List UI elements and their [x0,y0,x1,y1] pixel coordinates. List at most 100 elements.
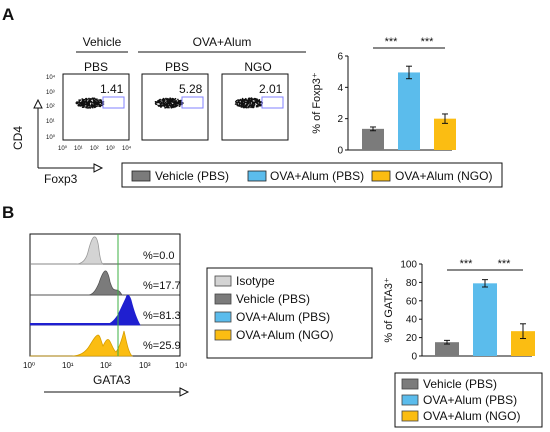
bar [473,283,497,356]
flow-dot [248,103,251,105]
flow-dot [238,103,241,106]
flow-dot [91,98,94,100]
flow-dot [161,98,163,101]
significance-label: *** [498,258,512,270]
histogram-x-axis-label: GATA3 [93,373,131,387]
y-tick-label: 0 [337,146,343,157]
flow-dot [99,101,101,104]
flow-dot [258,105,261,107]
y-tick-label: 100 [400,260,417,271]
flow-dot [77,102,79,104]
y-tick-label: 4 [337,83,343,94]
panel-a-label: A [2,5,14,24]
y-axis-label: % of Foxp3⁺ [311,72,323,134]
flow-dot [244,101,246,103]
gate-box [102,96,125,109]
histogram-x-tick: 10⁴ [175,361,188,370]
flow-dot [167,101,169,103]
flow-dot [178,105,181,107]
histogram-percentage: %=81.3 [143,310,181,322]
histogram-x-tick: 10³ [139,361,151,370]
flow-axis-arrows [33,98,104,173]
flow-dot [254,97,256,100]
histogram-ova-ngo [30,330,133,357]
dot-cloud [234,97,264,109]
flow-dot [158,101,160,103]
bar [362,128,384,150]
flow-dot [174,105,176,108]
bar [435,342,459,356]
flow-dot [250,105,253,107]
histogram-ova-pbs [30,294,141,326]
flow-dot [91,105,94,107]
histogram-vehicle [30,270,123,296]
flow-dot [252,106,254,108]
flow-dot [96,99,98,101]
y-tick-label: 60 [406,296,418,307]
flow-dot [236,104,239,107]
flow-dot [78,104,81,107]
flow-dot [253,103,255,105]
flow-dot [245,99,248,101]
flow-dot [81,103,84,106]
flow-dot [260,101,262,104]
flow-dot [171,100,173,103]
flow-dot [160,101,162,103]
flow-dot [95,103,98,106]
flow-dot [93,105,96,107]
flow-dot [89,99,91,102]
flow-dot [154,102,157,105]
flow-dot [164,104,167,106]
flow-dot [91,101,93,103]
legend-label: Isotype [236,274,275,288]
legend-swatch-ova-ngo [401,410,419,422]
flow-dot [168,102,171,104]
flow-dot [89,107,92,109]
flow-dot [81,98,83,100]
flow-dot [166,104,168,107]
flow-dot [81,105,83,107]
flow-dot [85,97,87,100]
flow-dot [98,105,100,107]
flow-dot [236,103,238,105]
flow-y-ticks: 10⁴ 10³ 10² 10¹ 10⁰ [46,74,56,141]
flow-dot [178,101,181,103]
flow-dot [249,99,252,102]
flow-percentage: 2.01 [259,82,283,96]
flow-dot [240,100,242,102]
legend-panel-a: Vehicle (PBS) OVA+Alum (PBS) OVA+Alum (N… [121,162,503,188]
flow-dot [259,100,261,103]
flow-dot [175,101,178,103]
flow-dot [259,103,261,105]
flow-dot [99,105,101,108]
flow-dot [165,103,168,105]
flow-x-tick: 10³ [106,146,115,152]
y-tick-label: 0 [411,352,417,363]
flow-dot [248,98,250,100]
flow-dot [94,100,97,103]
flow-dot [249,106,251,109]
flow-dot [242,104,245,107]
flow-dot [174,101,176,104]
histogram-percentage: %=17.7 [143,280,181,292]
significance-label: *** [385,36,399,48]
flow-dot [99,104,101,106]
flow-dot [82,100,84,103]
flow-dot [87,98,90,100]
flow-plot-label-1: PBS [84,60,108,74]
flow-dot [238,101,240,103]
legend-panel-b: Isotype Vehicle (PBS) OVA+Alum (PBS) OVA… [206,267,373,359]
flow-dot [237,99,239,102]
flow-plot-label-2: PBS [165,60,189,74]
flow-dot [165,106,167,109]
histogram-gata3: %=0.0 %=17.7 %=81.3 %=25.9 [29,233,181,357]
flow-dot [170,106,172,108]
flow-dot [92,99,95,101]
flow-dot [85,101,88,104]
flow-dot [254,99,256,102]
flow-dot [172,98,175,100]
legend-swatch-ova-ngo [371,170,391,182]
legend-label: OVA+Alum (NGO) [395,169,492,183]
flow-dot [249,102,252,104]
